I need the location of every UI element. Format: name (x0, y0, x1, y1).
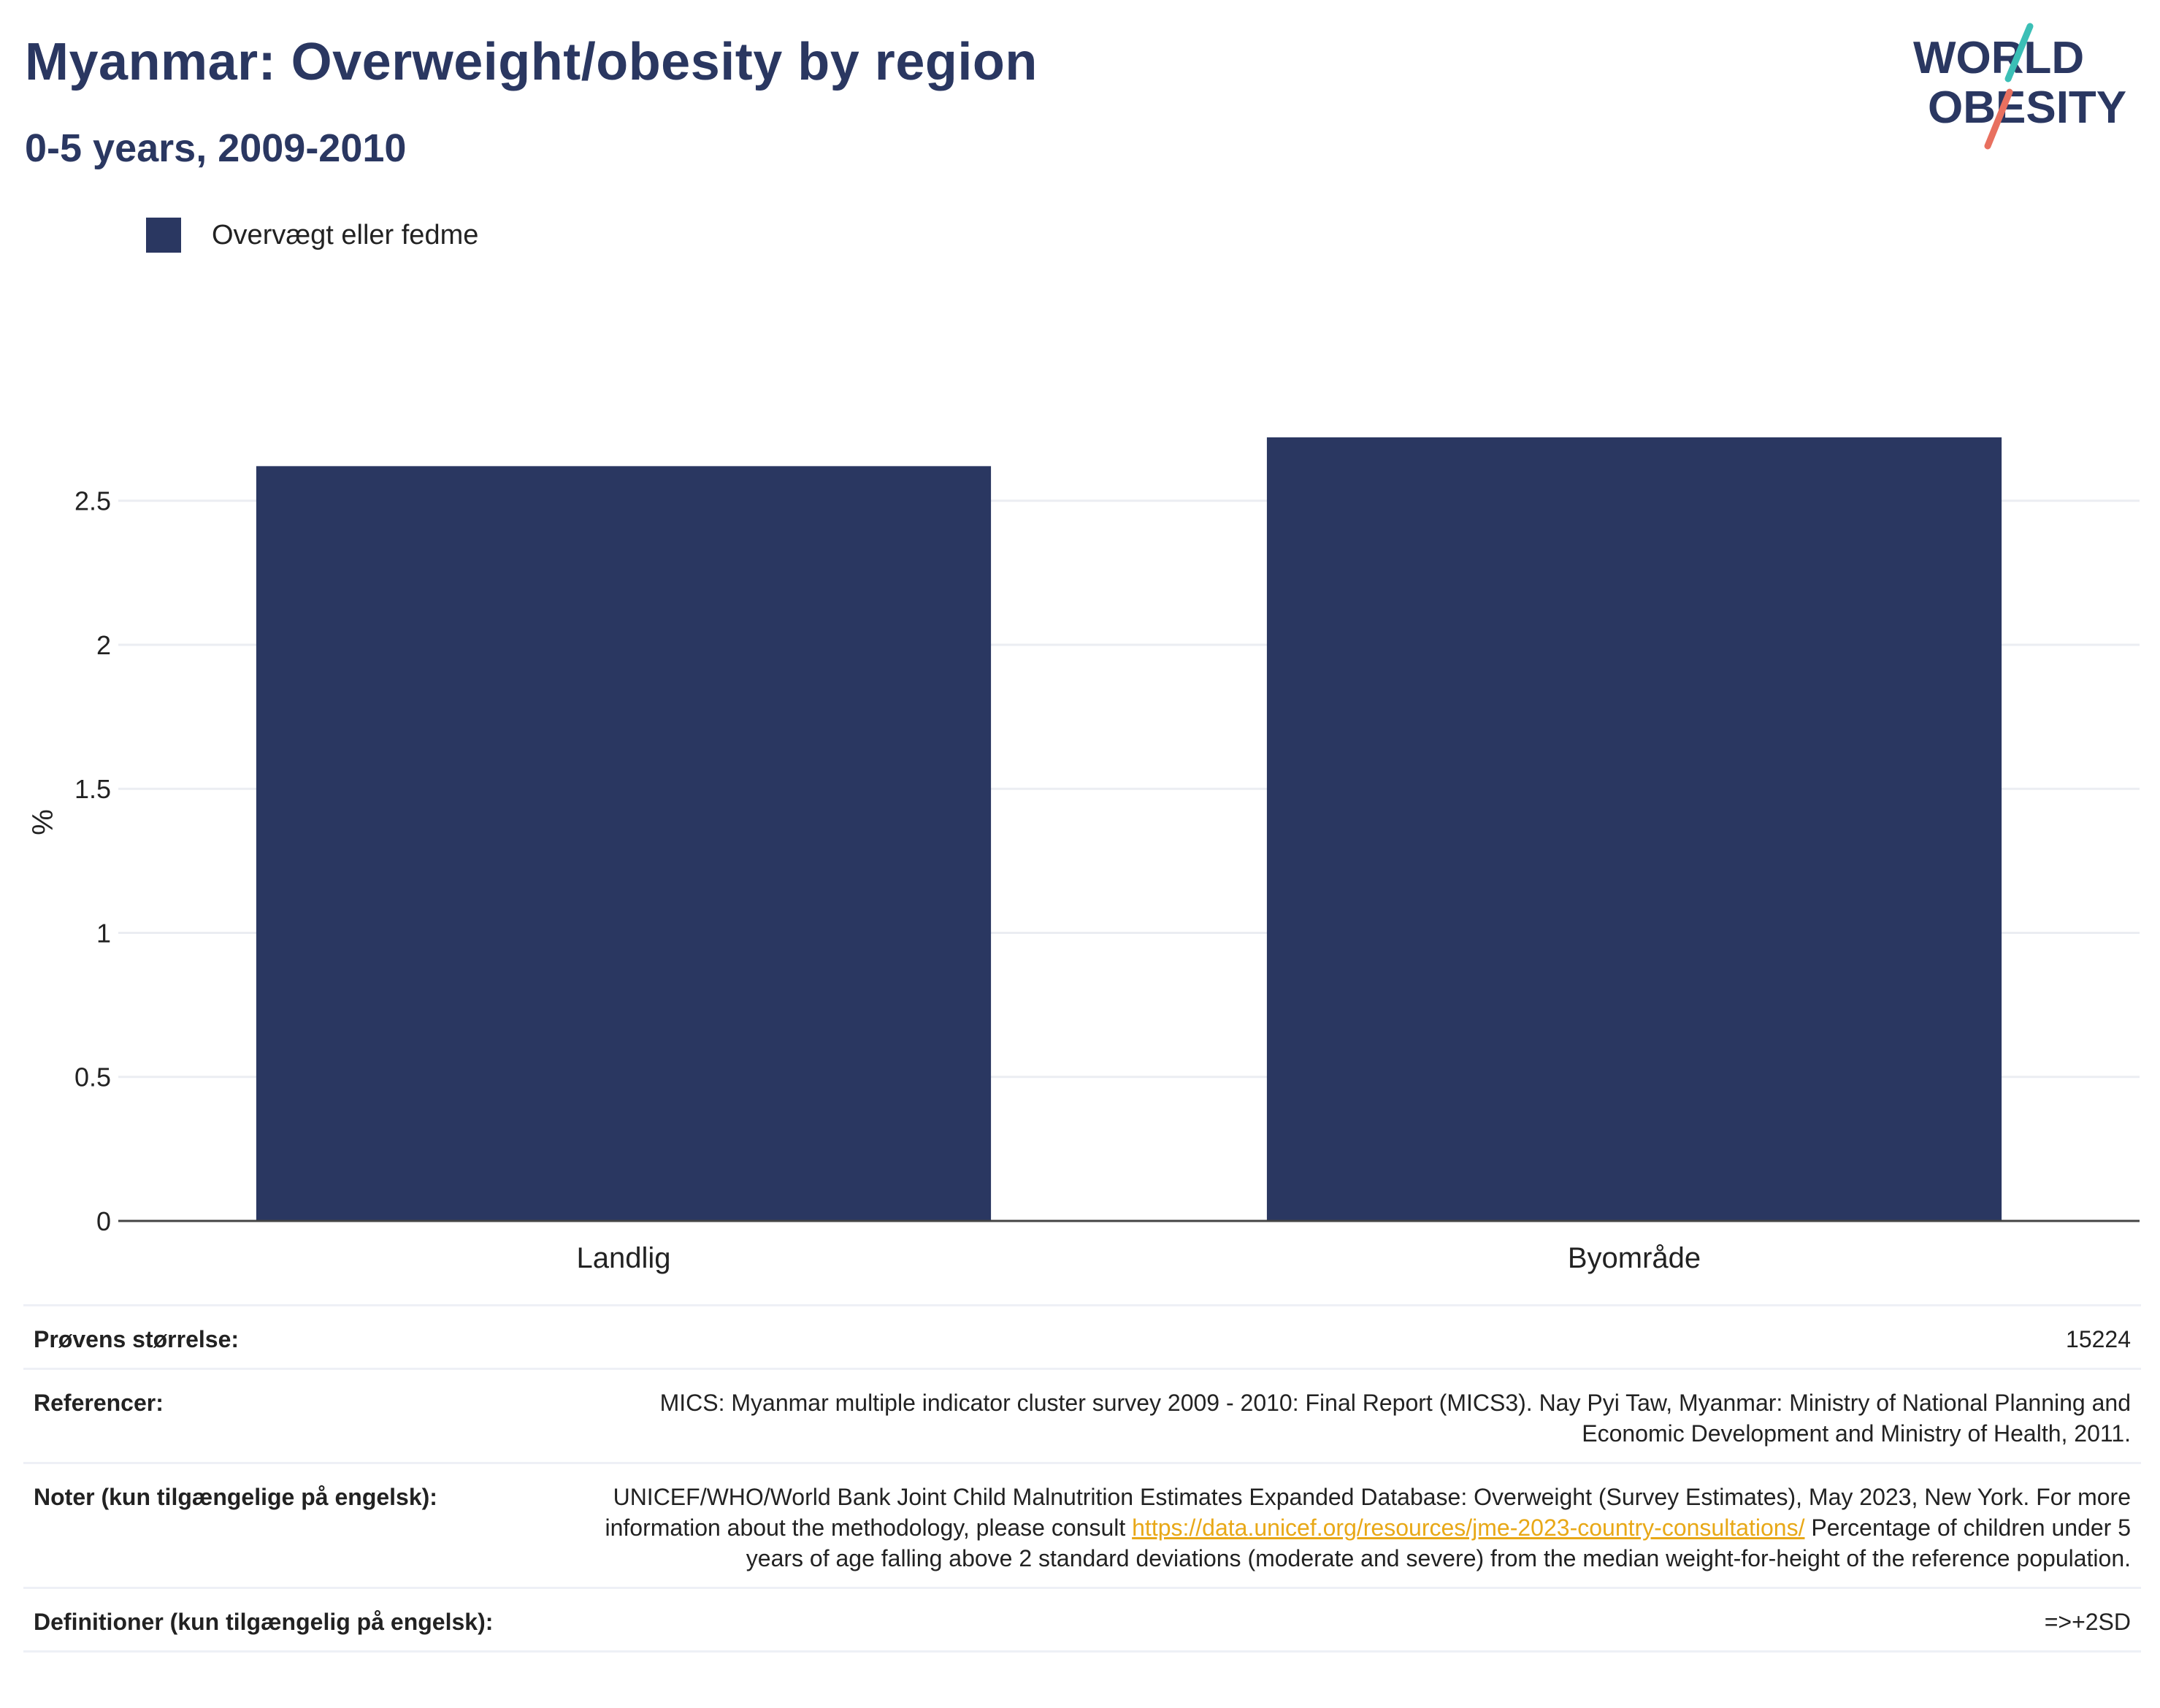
definitions-value: =>+2SD (2044, 1609, 2131, 1635)
y-tick-label: 0.5 (74, 1062, 111, 1092)
references-value: MICS: Myanmar multiple indicator cluster… (659, 1390, 2131, 1447)
references-label: Referencer: (34, 1390, 164, 1416)
y-tick-label: 2.5 (74, 486, 111, 516)
notes-text-before: UNICEF/WHO/World Bank Joint Child Malnut… (605, 1484, 2131, 1541)
chart-subtitle: 0-5 years, 2009-2010 (25, 126, 407, 170)
y-tick-label: 1.5 (74, 774, 111, 804)
notes-value: UNICEF/WHO/World Bank Joint Child Malnut… (570, 1463, 2141, 1588)
logo-line-1: WORLD (1913, 33, 2084, 83)
chart-legend[interactable]: Overvægt eller fedme (146, 218, 478, 253)
info-row-notes: Noter (kun tilgængelige på engelsk): UNI… (23, 1463, 2141, 1588)
bar-chart: 0 0.5 1 1.5 2 2.5 Landlig Byområde % (27, 437, 2140, 1274)
info-row-references: Referencer: MICS: Myanmar multiple indic… (23, 1368, 2141, 1463)
y-tick-label: 1 (96, 918, 111, 948)
y-tick-label: 2 (96, 630, 111, 660)
logo-slash-coral (1984, 88, 2013, 150)
logo-slash-teal (2004, 23, 2034, 83)
x-tick-label: Landlig (576, 1242, 670, 1274)
info-row-sample-size: Prøvens størrelse: 15224 (23, 1305, 2141, 1369)
sample-size-value: 15224 (2066, 1326, 2131, 1352)
bar-landlig[interactable] (256, 466, 992, 1221)
definitions-label: Definitioner (kun tilgængelig på engelsk… (34, 1609, 494, 1635)
notes-link[interactable]: https://data.unicef.org/resources/jme-20… (1132, 1514, 1805, 1541)
chart-title: Myanmar: Overweight/obesity by region (25, 33, 1038, 91)
x-tick-label: Byområde (1568, 1242, 1701, 1274)
bar-byomraade[interactable] (1266, 437, 2002, 1222)
legend-label: Overvægt eller fedme (212, 219, 479, 250)
legend-swatch (146, 218, 181, 253)
y-tick-label: 0 (96, 1206, 111, 1236)
world-obesity-logo: WORLD OBESITY (1913, 23, 2126, 150)
y-axis-ticks: 0 0.5 1 1.5 2 2.5 (74, 486, 111, 1236)
x-axis-ticks: Landlig Byområde (576, 1242, 1701, 1274)
notes-label: Noter (kun tilgængelige på engelsk): (34, 1484, 437, 1510)
y-axis-title: % (27, 809, 59, 835)
logo-line-2: OBESITY (1928, 83, 2126, 133)
info-row-definitions: Definitioner (kun tilgængelig på engelsk… (23, 1588, 2141, 1652)
info-table: Prøvens størrelse: 15224 Referencer: MIC… (23, 1304, 2141, 1653)
bars (256, 437, 2002, 1222)
sample-size-label: Prøvens størrelse: (34, 1326, 240, 1352)
notes-text-after: Percentage of children under 5 years of … (746, 1514, 2131, 1571)
